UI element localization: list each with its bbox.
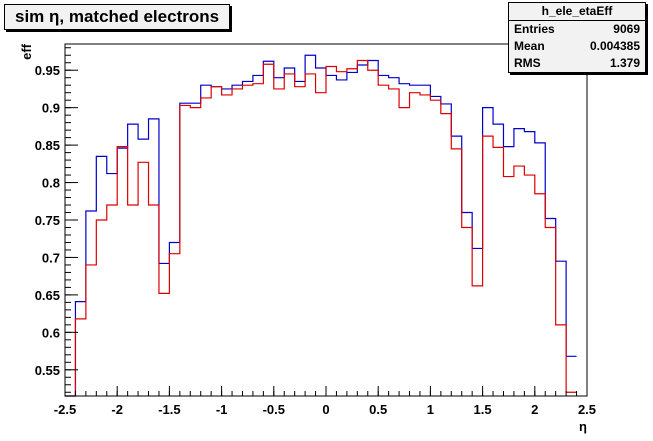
stats-value: 9069 (613, 22, 640, 36)
stats-row-mean: Mean 0.004385 (509, 38, 645, 55)
y-tick-label: 0.65 (35, 288, 60, 303)
y-tick-label: 0.7 (42, 250, 60, 265)
stats-box: h_ele_etaEff Entries 9069 Mean 0.004385 … (508, 2, 646, 73)
y-tick-label: 0.95 (35, 63, 60, 78)
x-tick-label: 0.5 (369, 402, 387, 417)
stats-histogram-name: h_ele_etaEff (509, 3, 645, 21)
stats-label: Entries (514, 22, 555, 36)
x-tick-label: -2 (111, 402, 123, 417)
stats-value: 0.004385 (589, 39, 640, 53)
plot-frame (64, 43, 588, 397)
x-tick-label: -2.5 (54, 402, 76, 417)
x-tick-label: 1.5 (474, 402, 492, 417)
x-axis-label: η (579, 419, 587, 434)
axis-layer: -2.5 -2 -1.5 -1 -0.5 0 0.5 1 1.5 2 2.5 0.55 0.6 0.65 0… (35, 47, 596, 417)
x-tick-label: 2 (531, 402, 538, 417)
series-line-0 (65, 54, 577, 397)
y-tick-label: 0.55 (35, 363, 60, 378)
stats-row-entries: Entries 9069 (509, 21, 645, 38)
y-tick-label: 0.6 (42, 325, 60, 340)
x-tick-label: -1.5 (158, 402, 180, 417)
stats-label: Mean (514, 39, 545, 53)
x-tick-label: 0 (322, 402, 329, 417)
y-tick-label: 0.9 (42, 101, 60, 116)
stats-row-rms: RMS 1.379 (509, 55, 645, 72)
x-tick-label: -0.5 (263, 402, 285, 417)
series-line-1 (65, 59, 577, 397)
x-tick-label: 1 (427, 402, 434, 417)
x-tick-label: 2.5 (578, 402, 596, 417)
stats-label: RMS (514, 56, 541, 70)
chart-title: sim η, matched electrons (4, 4, 231, 30)
y-tick-label: 0.85 (35, 138, 60, 153)
stats-value: 1.379 (609, 56, 640, 70)
series-layer (65, 54, 577, 397)
y-tick-label: 0.8 (42, 176, 60, 191)
y-tick-label: 0.75 (35, 213, 60, 228)
x-tick-label: -1 (216, 402, 228, 417)
y-axis-label: eff (19, 43, 34, 60)
